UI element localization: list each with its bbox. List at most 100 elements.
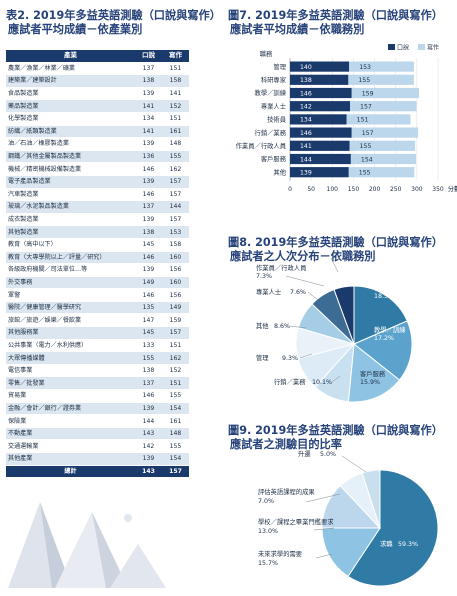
pie-slice <box>353 285 408 345</box>
bar-value-label: 155 <box>360 143 372 150</box>
legend-swatch <box>418 44 425 50</box>
speaking-cell: 138 <box>135 225 162 239</box>
pie-slice <box>333 285 355 345</box>
industry-cell: 教育（高中以下） <box>6 238 135 252</box>
bar-value-label: 139 <box>300 170 312 177</box>
writing-cell: 152 <box>162 99 189 113</box>
table-row: 食品製造業 139 141 <box>6 87 189 101</box>
slice-percent: 8.6% <box>274 323 290 330</box>
table-row: 保險業 144 161 <box>6 414 189 428</box>
writing-cell: 153 <box>162 225 189 239</box>
writing-cell: 158 <box>162 238 189 252</box>
bar-writing <box>348 167 415 178</box>
slice-percent: 18.5% <box>374 293 394 300</box>
bar-writing <box>351 87 419 99</box>
fig7-title-line2: 應試者平均成績－依職務別 <box>230 23 365 36</box>
speaking-cell: 139 <box>135 402 162 416</box>
writing-cell: 141 <box>162 87 189 101</box>
fig8-title: 圖8. 2019年多益英語測驗（口說與寫作） 應試者之人次分布－依職務別 <box>228 236 443 264</box>
slice-name: 專業人士 <box>256 287 281 296</box>
industry-score-table: 產業 口說 寫作 農業／漁業／林業／礦業 137 151 建築業／建築設計 138 158… <box>6 50 189 479</box>
bar-speaking <box>290 140 350 151</box>
industry-cell: 零售／批發業 <box>6 376 135 391</box>
bar-value-label: 154 <box>361 156 373 163</box>
industry-cell: 大眾傳播媒體 <box>6 351 135 365</box>
category-label: 教學／訓練 <box>255 88 287 97</box>
bar-writing <box>346 114 411 125</box>
category-label: 客戶服務 <box>261 154 287 163</box>
slice-name: 升遷 <box>298 449 311 458</box>
table-row: 農業／漁業／林業／礦業 137 151 <box>6 62 189 76</box>
bar-writing <box>349 61 414 72</box>
leader-line <box>313 527 335 531</box>
slice-percent: 13.0% <box>258 528 278 535</box>
industry-cell: 玻璃／水泥製品製造業 <box>6 200 135 214</box>
industry-cell: 旅館／旅遊／娛樂／餐飲業 <box>6 313 135 328</box>
industry-cell: 機械／精密機械設備製造業 <box>6 162 135 176</box>
x-tick-label: 200 <box>369 186 381 193</box>
leader-line <box>330 258 339 273</box>
slice-percent: 7.0% <box>258 498 274 505</box>
writing-cell: 160 <box>162 251 189 265</box>
bar-value-label: 157 <box>362 130 374 137</box>
speaking-cell: 146 <box>135 162 162 176</box>
leader-line <box>331 375 341 383</box>
bar-speaking <box>290 61 350 72</box>
writing-cell: 148 <box>162 427 189 441</box>
leader-line <box>307 291 319 301</box>
speaking-cell: 145 <box>135 326 162 340</box>
mountain-decoration <box>8 502 166 588</box>
leader-line <box>315 553 333 559</box>
fig7-y-axis-label: 職務 <box>260 49 273 58</box>
writing-cell: 152 <box>162 364 189 378</box>
speaking-cell: 135 <box>135 301 162 315</box>
writing-cell: 156 <box>162 288 189 302</box>
writing-cell: 157 <box>162 213 189 227</box>
slice-percent: 10.1% <box>312 379 332 386</box>
industry-cell: 其他服務業 <box>6 326 135 340</box>
industry-cell: 化學製造業 <box>6 112 135 126</box>
total-writing-cell: 157 <box>162 465 189 479</box>
writing-cell: 157 <box>162 326 189 340</box>
speaking-cell: 146 <box>135 251 162 265</box>
writing-cell: 160 <box>162 276 189 290</box>
table2-title: 表2. 2019年多益英語測驗（口說與寫作） 應試者平均成績－依產業別 <box>6 9 221 37</box>
slice-name: 客戶服務 <box>360 369 386 378</box>
industry-cell: 其他製造業 <box>6 225 135 239</box>
table-row: 其他製造業 138 153 <box>6 225 189 239</box>
slice-percent: 9.3% <box>282 355 298 362</box>
legend-swatch <box>388 44 395 50</box>
writing-cell: 148 <box>162 137 189 151</box>
slice-percent: 5.0% <box>320 451 336 458</box>
slice-label: 升遷 5.0% <box>298 449 367 473</box>
speaking-cell: 155 <box>135 351 162 365</box>
fig7-legend: 口說 寫作 <box>388 44 439 52</box>
slice-label: 技術員5.6% <box>330 258 339 273</box>
table-row: 外交事務 149 160 <box>6 276 189 290</box>
slice-name: 評估英語課程的成果 <box>258 487 315 496</box>
fig9-pie-chart: 求職 59.3% 未來求學的需要 15.7% 學校／課程之畢業門檻要求 13.0% 評估英語… <box>258 449 439 587</box>
total-speaking-cell: 143 <box>135 465 162 479</box>
industry-cell: 教育（大專學院以上／評量／研究） <box>6 251 135 265</box>
industry-cell: 不動產業 <box>6 427 135 441</box>
speaking-cell: 139 <box>135 175 162 189</box>
table-row: 公共事業（電力／水利供應） 133 151 <box>6 339 189 353</box>
writing-cell: 151 <box>162 62 189 76</box>
writing-cell: 155 <box>162 439 189 453</box>
speaking-cell: 136 <box>135 150 162 164</box>
leader-line <box>299 353 313 359</box>
table-row: 電信事業 138 152 <box>6 364 189 378</box>
table2-title-line1: 表2. 2019年多益英語測驗（口說與寫作） <box>6 9 221 22</box>
leader-line <box>285 275 325 287</box>
bar-writing <box>349 140 416 151</box>
writing-cell: 161 <box>162 125 189 139</box>
writing-cell: 154 <box>162 402 189 416</box>
slice-percent: 7.6% <box>290 289 306 296</box>
table-row: 鋼鐵／其他金屬製品製造業 136 155 <box>6 150 189 164</box>
category-label: 專業人士 <box>261 101 286 110</box>
table-body: 農業／漁業／林業／礦業 137 151 建築業／建築設計 138 158 食品製造業 139 1… <box>6 62 189 479</box>
